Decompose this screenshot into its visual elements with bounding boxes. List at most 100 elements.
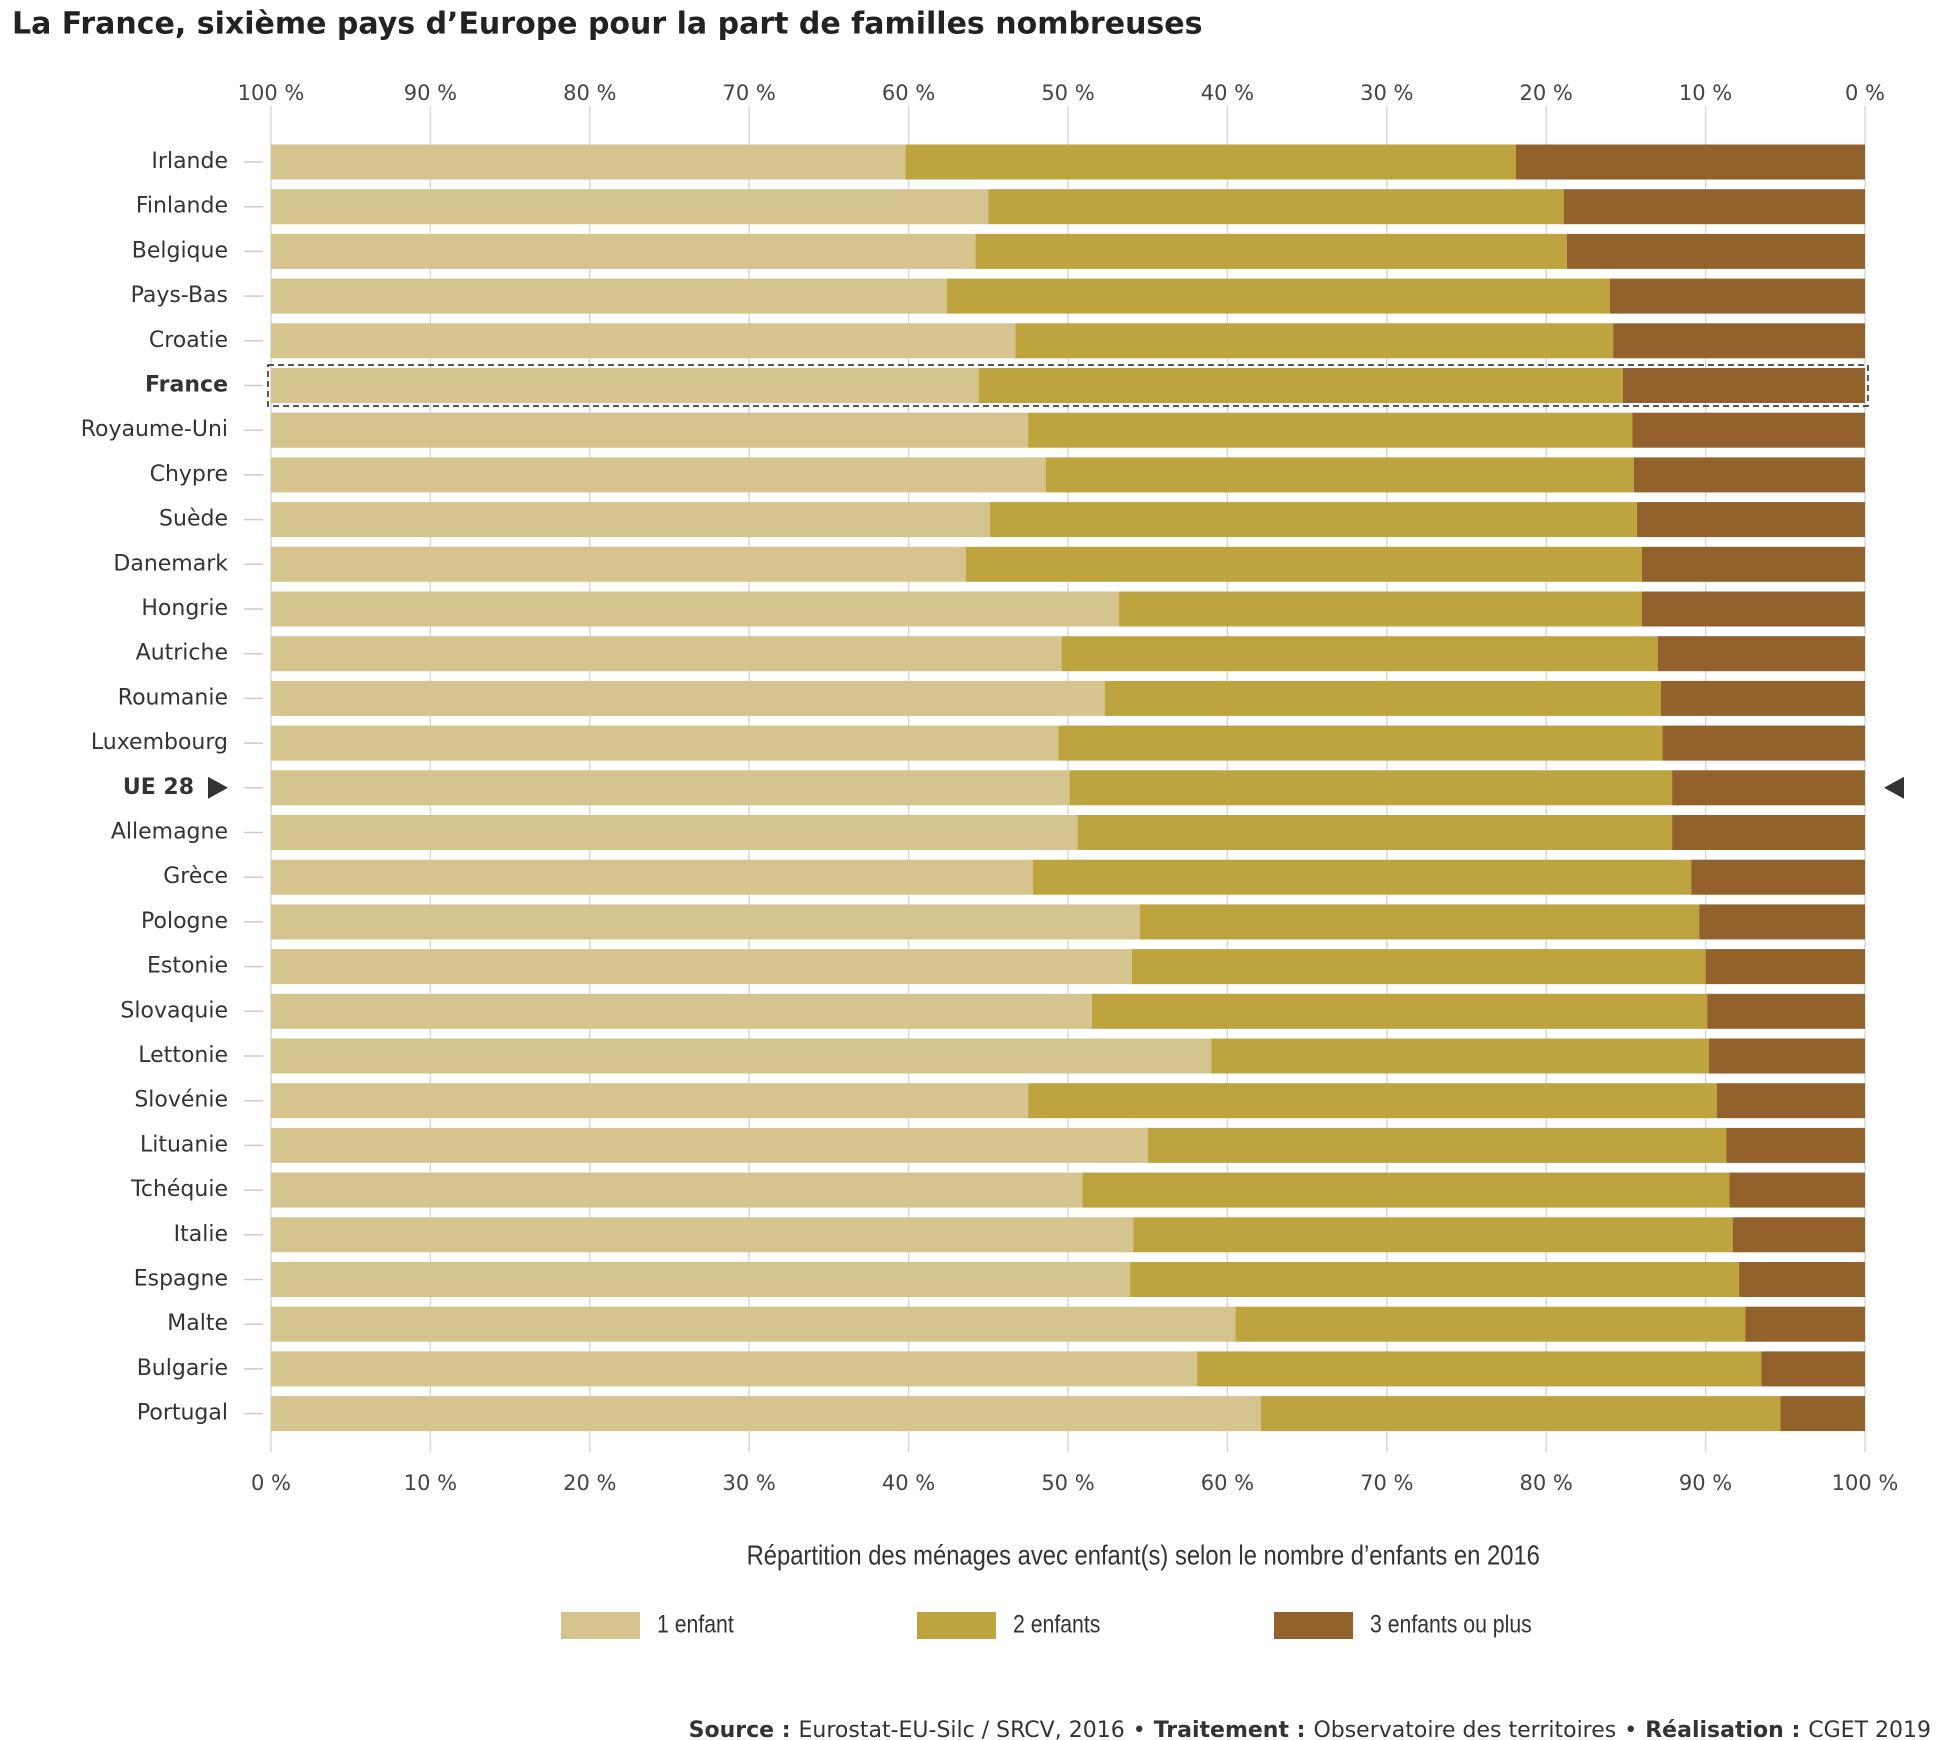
bar-segment: [1672, 770, 1865, 806]
bar-segment: [1045, 457, 1634, 493]
bar-segment: [1197, 1351, 1762, 1387]
source-note: Source : Eurostat-EU-Silc / SRCV, 2016 • Tr…: [689, 1718, 1931, 1740]
bar-segment: [271, 770, 1070, 806]
bar-segment: [1660, 680, 1865, 716]
bar-segment: [1032, 859, 1692, 895]
y-tick-label: Finlande: [136, 194, 228, 219]
y-tick-label: Royaume-Uni: [81, 417, 228, 442]
bar-segment: [271, 233, 976, 269]
bar-segment: [1077, 815, 1673, 850]
bar-segment: [1662, 725, 1865, 761]
bar-segment: [271, 859, 1033, 895]
source-value: CGET 2019: [1808, 1718, 1931, 1740]
bar-segment: [1632, 412, 1865, 448]
legend-label: 1 enfant: [657, 1610, 734, 1638]
bar-segment: [271, 412, 1029, 448]
source-key: Source :: [689, 1718, 791, 1740]
legend-swatch: [561, 1612, 640, 1639]
y-tick-label: Bulgarie: [137, 1356, 228, 1381]
y-tick-label: Allemagne: [111, 820, 228, 845]
bar-segment: [989, 502, 1638, 538]
bar-segment: [271, 636, 1062, 672]
bar-segment: [965, 546, 1642, 582]
y-tick-label: Belgique: [132, 238, 228, 263]
bar-segment: [1637, 502, 1865, 538]
bar-segment: [1082, 1172, 1730, 1208]
source-separator: •: [1133, 1718, 1146, 1740]
bar-segment: [946, 278, 1610, 314]
x2-tick-label: 90 %: [404, 81, 457, 105]
bar-segment: [988, 189, 1564, 225]
bar-segment: [1119, 591, 1642, 627]
bar-segment: [271, 1083, 1029, 1119]
bar-segment: [1139, 904, 1700, 940]
x2-tick-label: 0 %: [1845, 81, 1885, 105]
y-tick-label: Espagne: [134, 1267, 228, 1292]
bar-segment: [1563, 189, 1865, 225]
x-tick-label: 40 %: [882, 1471, 935, 1495]
y-tick-label: Slovaquie: [120, 998, 228, 1023]
x2-tick-label: 60 %: [882, 81, 935, 105]
bar-segment: [271, 189, 989, 225]
y-tick-label: France: [145, 373, 228, 398]
bar-segment: [271, 725, 1059, 761]
bar-segment: [271, 1396, 1261, 1432]
y-tick-label: Portugal: [137, 1401, 228, 1426]
bar-segment: [271, 680, 1105, 716]
bar-segment: [1705, 949, 1865, 985]
bar-segment: [1716, 1083, 1865, 1119]
source-value: Eurostat-EU-Silc / SRCV, 2016: [799, 1718, 1125, 1740]
y-tick-label: Lituanie: [140, 1132, 228, 1157]
bar-segment: [271, 502, 990, 538]
source-value: Observatoire des territoires: [1313, 1718, 1616, 1740]
bar-segment: [271, 1306, 1236, 1342]
bar-segment: [271, 368, 979, 403]
bar-segment: [271, 278, 947, 314]
x-tick-label: 90 %: [1679, 1471, 1732, 1495]
y-tick-label: Suède: [159, 507, 228, 532]
bar-segment: [271, 1038, 1212, 1074]
source-key: Réalisation :: [1645, 1718, 1800, 1740]
x2-tick-label: 20 %: [1520, 81, 1573, 105]
bar-segment: [271, 1262, 1131, 1297]
bar-segment: [1761, 1351, 1865, 1387]
x2-tick-label: 10 %: [1679, 81, 1732, 105]
x2-tick-label: 50 %: [1041, 81, 1094, 105]
y-tick-label: Lettonie: [138, 1043, 228, 1068]
x-tick-label: 10 %: [404, 1471, 457, 1495]
bar-segment: [1672, 815, 1865, 850]
bar-segment: [271, 904, 1140, 940]
bar-segment: [1732, 1217, 1865, 1253]
bar-segment: [271, 457, 1046, 493]
x-tick-label: 20 %: [563, 1471, 616, 1495]
bar-segment: [271, 591, 1120, 627]
bar-segment: [1622, 368, 1865, 403]
y-tick-label: Irlande: [151, 149, 228, 174]
bar-segment: [271, 1127, 1148, 1163]
highlight-box: [267, 364, 1869, 407]
x-tick-label: 50 %: [1041, 1471, 1094, 1495]
bar-segment: [1131, 949, 1706, 985]
bar-segment: [1515, 144, 1865, 180]
bar-segment: [271, 993, 1092, 1029]
bar-segment: [905, 144, 1516, 180]
y-tick-label: Grèce: [163, 864, 228, 889]
y-tick-label: Autriche: [136, 641, 228, 666]
x-tick-label: 30 %: [723, 1471, 776, 1495]
y-tick-label: Slovénie: [134, 1088, 228, 1113]
chart-title: La France, sixième pays d’Europe pour la…: [12, 7, 1203, 42]
bar-segment: [1091, 993, 1708, 1029]
bar-segment: [1028, 412, 1633, 448]
bar-segment: [1566, 233, 1865, 269]
bar-segment: [1104, 680, 1661, 716]
bar-segment: [1235, 1306, 1746, 1342]
y-tick-label: Tchéquie: [130, 1177, 228, 1202]
legend-swatch: [917, 1612, 996, 1639]
legend-label: 2 enfants: [1013, 1610, 1100, 1638]
x-tick-label: 100 %: [1832, 1471, 1899, 1495]
bar-segment: [1211, 1038, 1709, 1074]
bar-segment: [1147, 1127, 1727, 1163]
bar-segment: [1641, 591, 1865, 627]
